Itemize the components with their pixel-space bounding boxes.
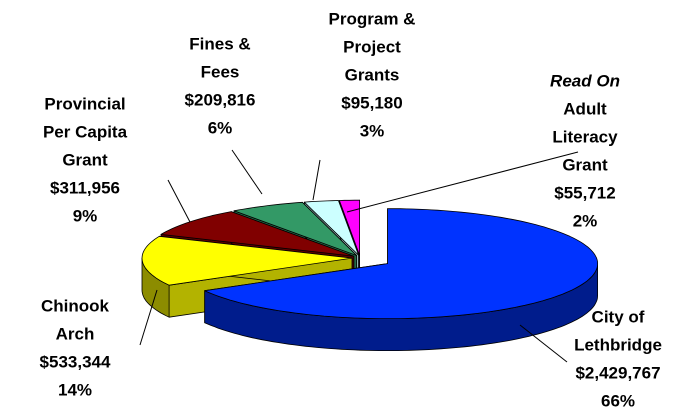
slice-label: Grant <box>62 150 108 169</box>
percent-label: 3% <box>360 121 385 140</box>
slice-label: Program & <box>329 9 416 28</box>
leader-line <box>312 159 321 201</box>
slice <box>304 200 359 256</box>
slice-label: Read On <box>550 71 620 90</box>
leader-line <box>519 324 568 363</box>
amount-label: $209,816 <box>185 90 256 109</box>
slice-label: Lethbridge <box>574 335 662 354</box>
leader-line <box>139 289 158 346</box>
percent-label: 9% <box>73 206 98 225</box>
slice-label: Grant <box>562 155 608 174</box>
slice-label: Fines & <box>189 34 250 53</box>
slice-label: Adult <box>563 99 607 118</box>
slice <box>233 201 357 256</box>
slice <box>339 199 360 256</box>
slice-label: Literacy <box>552 127 618 146</box>
slice <box>204 208 598 319</box>
slice <box>141 235 353 286</box>
percent-label: 14% <box>58 380 92 399</box>
leader-line <box>167 179 191 223</box>
amount-label: $311,956 <box>50 178 120 197</box>
percent-label: 66% <box>601 391 635 410</box>
slice-label: Project <box>343 37 401 56</box>
slice-label: Arch <box>56 324 95 343</box>
slice-label: City of <box>592 307 645 326</box>
slice-label: Grants <box>345 65 400 84</box>
slice-label: Provincial <box>44 94 125 113</box>
slice-label: Per Capita <box>43 122 128 141</box>
amount-label: $2,429,767 <box>575 363 660 382</box>
slice-label: Chinook <box>41 296 110 315</box>
slice-label: Fees <box>201 62 240 81</box>
amount-label: $533,344 <box>40 352 111 371</box>
leader-line <box>346 151 579 213</box>
leader-line <box>231 149 263 195</box>
percent-label: 2% <box>573 211 598 230</box>
amount-label: $95,180 <box>341 93 402 112</box>
percent-label: 6% <box>208 118 233 137</box>
amount-label: $55,712 <box>554 183 615 202</box>
